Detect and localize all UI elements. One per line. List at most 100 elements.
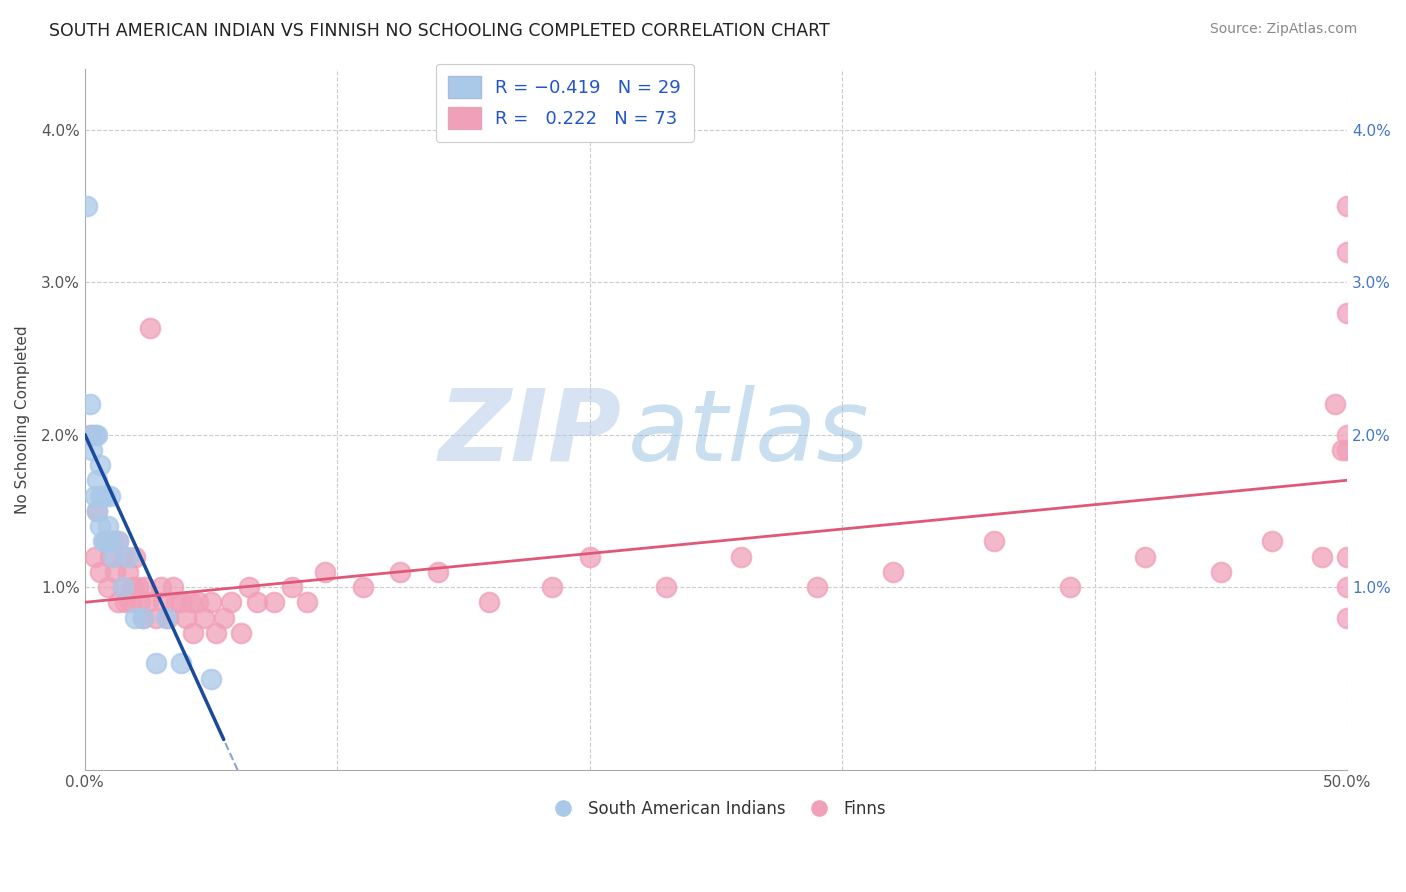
- Point: [86, 473, 108, 487]
- Point: [86, 504, 108, 518]
- Point: [89, 565, 111, 579]
- Point: [1336, 305, 1358, 319]
- Point: [76, 199, 98, 213]
- Point: [136, 595, 159, 609]
- Point: [89, 519, 111, 533]
- Point: [132, 610, 155, 624]
- Point: [1059, 580, 1081, 594]
- Point: [1260, 534, 1282, 549]
- Point: [98, 489, 121, 503]
- Point: [134, 580, 156, 594]
- Point: [79, 427, 101, 442]
- Point: [97, 580, 120, 594]
- Text: SOUTH AMERICAN INDIAN VS FINNISH NO SCHOOLING COMPLETED CORRELATION CHART: SOUTH AMERICAN INDIAN VS FINNISH NO SCHO…: [49, 22, 830, 40]
- Point: [578, 549, 600, 564]
- Point: [107, 595, 129, 609]
- Point: [263, 595, 285, 609]
- Point: [139, 320, 162, 334]
- Point: [98, 534, 121, 549]
- Point: [1135, 549, 1157, 564]
- Point: [170, 657, 193, 671]
- Point: [314, 565, 336, 579]
- Point: [145, 657, 167, 671]
- Point: [212, 610, 235, 624]
- Point: [245, 595, 267, 609]
- Point: [295, 595, 318, 609]
- Point: [541, 580, 564, 594]
- Point: [132, 610, 155, 624]
- Text: Source: ZipAtlas.com: Source: ZipAtlas.com: [1209, 22, 1357, 37]
- Text: atlas: atlas: [627, 384, 869, 482]
- Point: [84, 549, 107, 564]
- Point: [145, 610, 167, 624]
- Point: [120, 595, 142, 609]
- Point: [91, 489, 114, 503]
- Point: [1336, 549, 1358, 564]
- Point: [94, 534, 117, 549]
- Point: [117, 549, 139, 564]
- Point: [165, 595, 187, 609]
- Point: [1323, 397, 1346, 411]
- Point: [882, 565, 904, 579]
- Y-axis label: No Schooling Completed: No Schooling Completed: [15, 325, 30, 514]
- Point: [94, 489, 117, 503]
- Point: [84, 489, 107, 503]
- Point: [86, 427, 108, 442]
- Point: [114, 595, 136, 609]
- Point: [187, 595, 209, 609]
- Point: [183, 625, 205, 640]
- Point: [104, 565, 127, 579]
- Point: [162, 580, 184, 594]
- Point: [1336, 580, 1358, 594]
- Point: [983, 534, 1005, 549]
- Point: [82, 427, 104, 442]
- Point: [117, 565, 139, 579]
- Point: [84, 427, 107, 442]
- Point: [238, 580, 260, 594]
- Point: [91, 534, 114, 549]
- Point: [101, 534, 124, 549]
- Point: [180, 595, 202, 609]
- Point: [121, 580, 143, 594]
- Point: [157, 610, 180, 624]
- Point: [1336, 427, 1358, 442]
- Point: [427, 565, 450, 579]
- Point: [107, 534, 129, 549]
- Point: [174, 610, 197, 624]
- Point: [82, 442, 104, 457]
- Point: [101, 549, 124, 564]
- Point: [86, 504, 108, 518]
- Point: [97, 519, 120, 533]
- Point: [79, 397, 101, 411]
- Point: [200, 672, 222, 686]
- Point: [730, 549, 752, 564]
- Text: ZIP: ZIP: [439, 384, 621, 482]
- Point: [478, 595, 501, 609]
- Point: [1336, 244, 1358, 259]
- Point: [1336, 610, 1358, 624]
- Point: [193, 610, 215, 624]
- Point: [89, 489, 111, 503]
- Point: [352, 580, 374, 594]
- Point: [152, 595, 174, 609]
- Point: [111, 580, 134, 594]
- Point: [389, 565, 412, 579]
- Point: [1336, 442, 1358, 457]
- Point: [155, 610, 177, 624]
- Point: [1209, 565, 1232, 579]
- Point: [1331, 442, 1354, 457]
- Legend: South American Indians, Finns: South American Indians, Finns: [540, 794, 893, 825]
- Point: [94, 534, 117, 549]
- Point: [149, 580, 172, 594]
- Point: [98, 549, 121, 564]
- Point: [127, 580, 149, 594]
- Point: [231, 625, 253, 640]
- Point: [107, 534, 129, 549]
- Point: [221, 595, 243, 609]
- Point: [124, 549, 146, 564]
- Point: [654, 580, 676, 594]
- Point: [89, 458, 111, 472]
- Point: [129, 595, 152, 609]
- Point: [281, 580, 304, 594]
- Point: [170, 595, 193, 609]
